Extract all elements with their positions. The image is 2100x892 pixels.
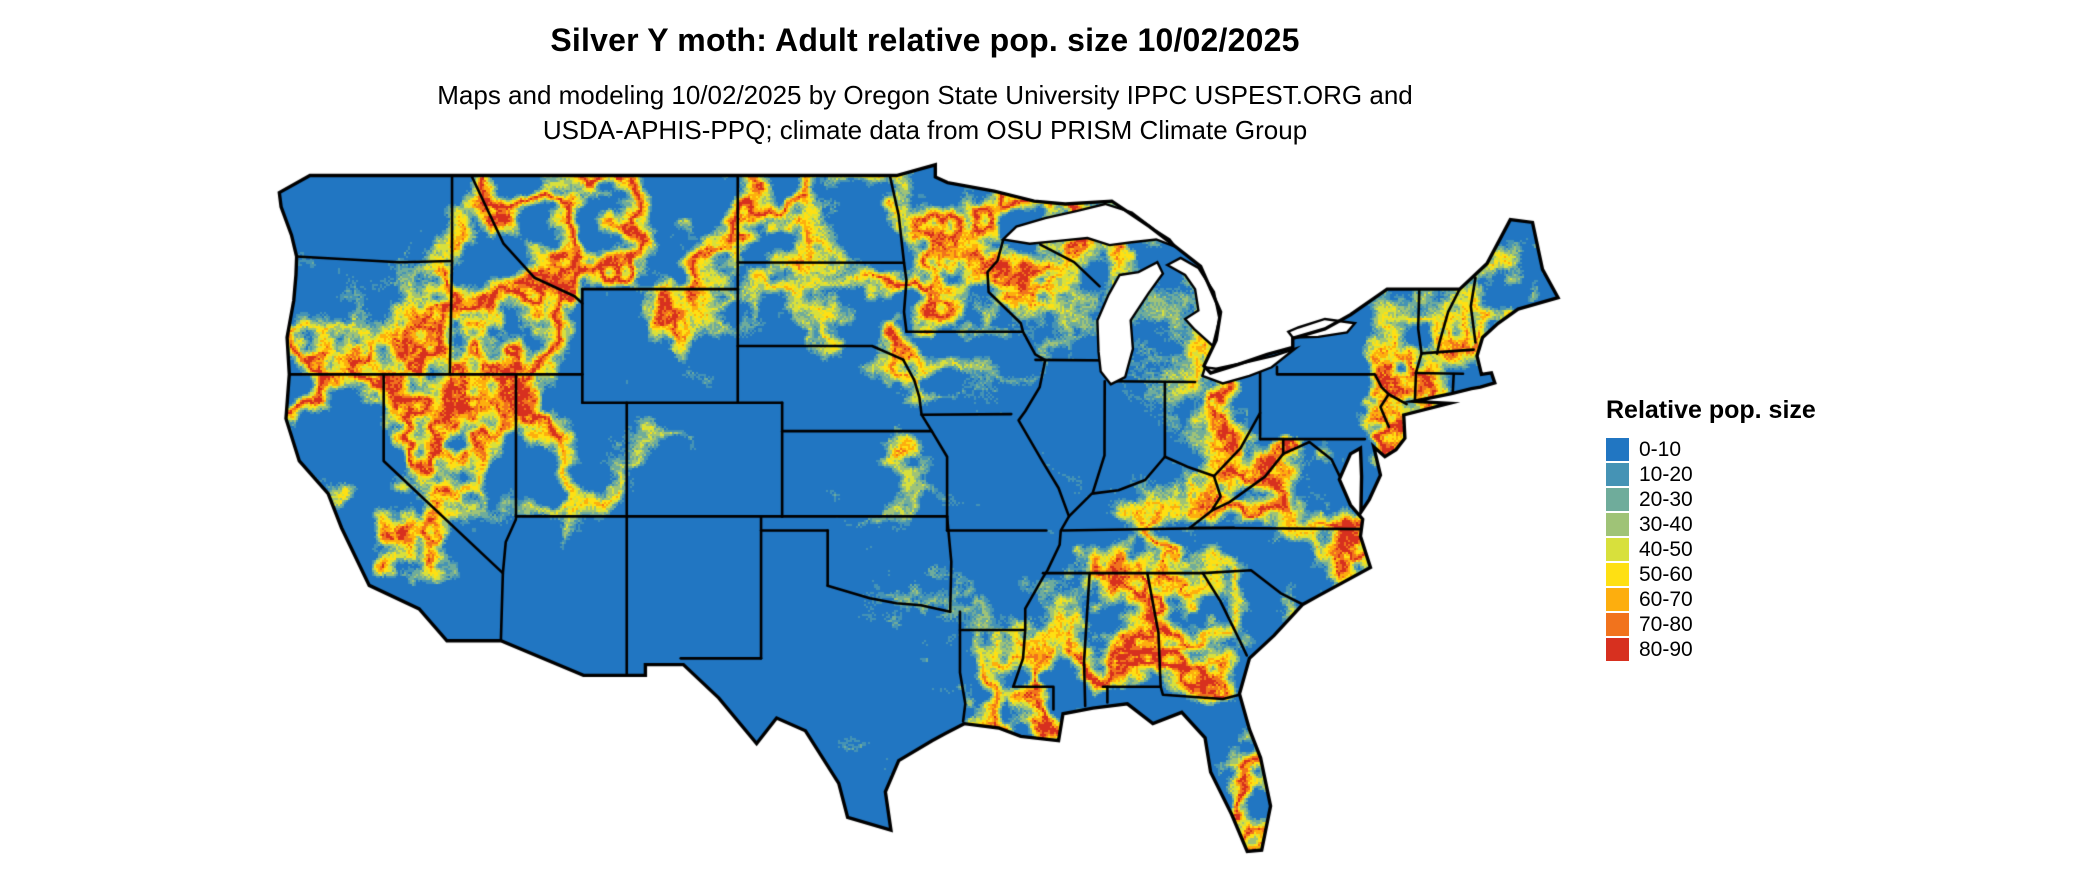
legend-item-label: 10-20 xyxy=(1639,463,1693,486)
legend-color-swatch xyxy=(1606,513,1629,536)
legend-item: 10-20 xyxy=(1606,462,1816,487)
legend-item: 60-70 xyxy=(1606,587,1816,612)
legend-items: 0-10 10-20 20-30 30-40 40-50 50-60 60-70 xyxy=(1606,437,1816,662)
legend-color-swatch xyxy=(1606,588,1629,611)
us-map-canvas xyxy=(266,150,1562,876)
legend-color-swatch xyxy=(1606,638,1629,661)
legend-color-swatch xyxy=(1606,438,1629,461)
legend-item-label: 60-70 xyxy=(1639,588,1693,611)
legend-item: 80-90 xyxy=(1606,637,1816,662)
legend-item: 20-30 xyxy=(1606,487,1816,512)
legend-color-swatch xyxy=(1606,563,1629,586)
legend-item: 40-50 xyxy=(1606,537,1816,562)
us-population-map xyxy=(266,150,1562,876)
legend-item-label: 70-80 xyxy=(1639,613,1693,636)
legend-color-swatch xyxy=(1606,613,1629,636)
map-title: Silver Y moth: Adult relative pop. size … xyxy=(550,22,1300,58)
legend-item-label: 40-50 xyxy=(1639,538,1693,561)
legend-item-label: 0-10 xyxy=(1639,438,1682,461)
legend-item: 0-10 xyxy=(1606,437,1816,462)
legend-item-label: 50-60 xyxy=(1639,563,1693,586)
legend-item-label: 20-30 xyxy=(1639,488,1693,511)
legend-item: 50-60 xyxy=(1606,562,1816,587)
legend-color-swatch xyxy=(1606,463,1629,486)
legend: Relative pop. size 0-10 10-20 20-30 30-4… xyxy=(1606,396,1816,662)
map-header: Silver Y moth: Adult relative pop. size … xyxy=(0,22,1850,149)
legend-item-label: 80-90 xyxy=(1639,638,1693,661)
legend-item-label: 30-40 xyxy=(1639,513,1693,536)
legend-color-swatch xyxy=(1606,488,1629,511)
legend-color-swatch xyxy=(1606,538,1629,561)
legend-title: Relative pop. size xyxy=(1606,396,1816,424)
map-attribution-line1: Maps and modeling 10/02/2025 by Oregon S… xyxy=(437,80,1413,110)
legend-item: 70-80 xyxy=(1606,612,1816,637)
legend-item: 30-40 xyxy=(1606,512,1816,537)
map-attribution-line2: USDA-APHIS-PPQ; climate data from OSU PR… xyxy=(542,115,1308,145)
